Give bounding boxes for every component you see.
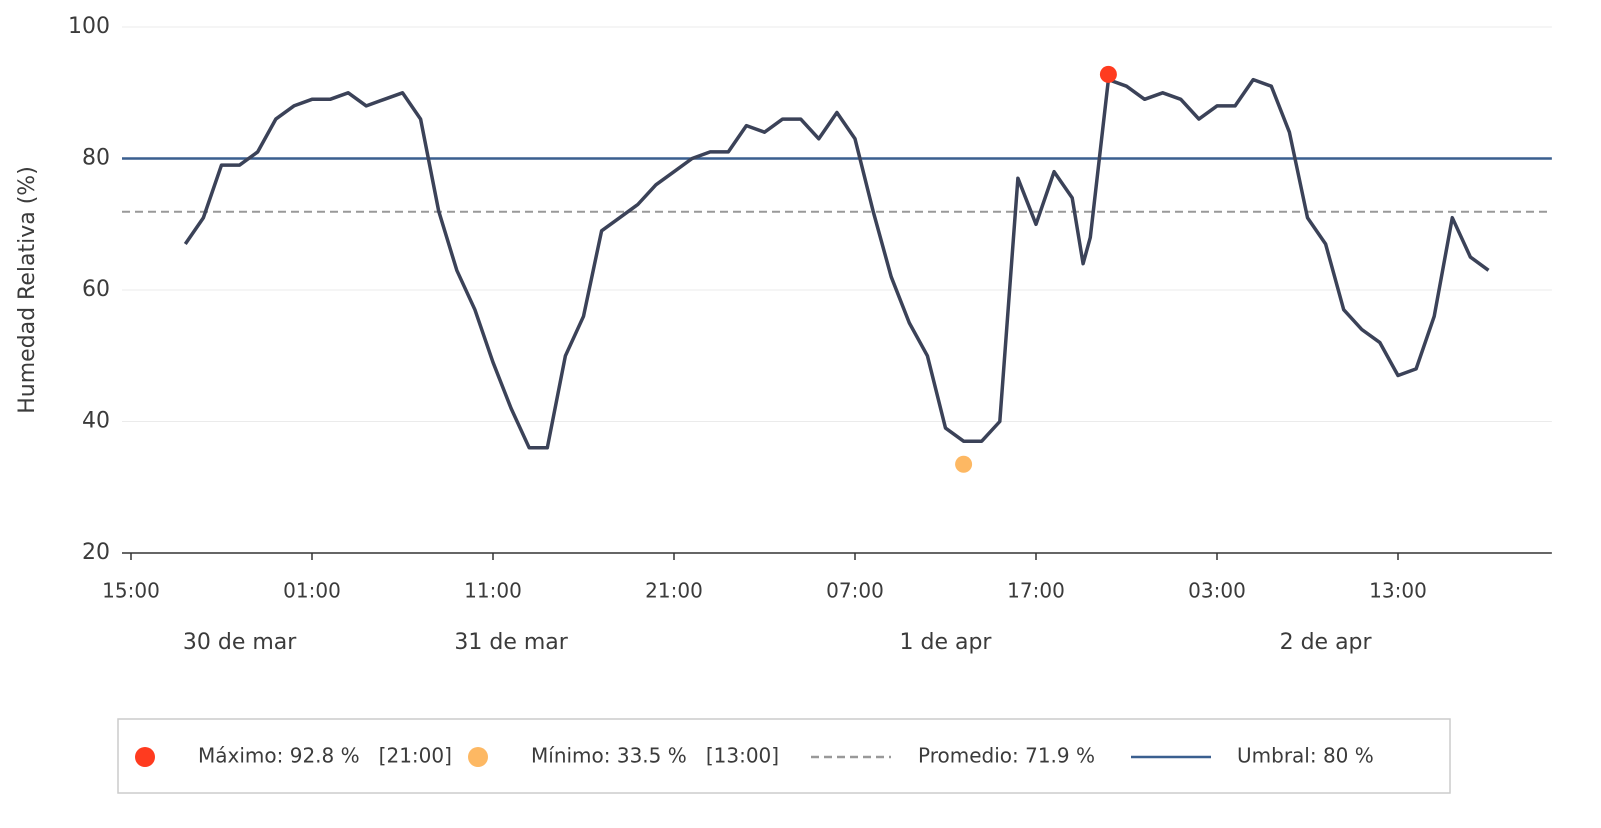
x-tick-label: 21:00 <box>645 579 703 603</box>
legend-label: Mínimo: 33.5 % [13:00] <box>531 744 779 768</box>
y-axis-label: Humedad Relativa (%) <box>15 166 40 414</box>
x-tick-label: 03:00 <box>1188 579 1246 603</box>
x-tick-label: 11:00 <box>464 579 522 603</box>
humidity-line <box>183 77 1490 450</box>
extreme-point <box>1099 65 1117 83</box>
y-tick-label: 80 <box>82 146 110 171</box>
y-tick-label: 100 <box>68 14 110 39</box>
legend-label: Máximo: 92.8 % [21:00] <box>198 744 452 768</box>
date-label: 30 de mar <box>183 630 297 655</box>
x-tick-label: 07:00 <box>826 579 884 603</box>
legend-symbol <box>135 747 155 767</box>
legend-label: Umbral: 80 % <box>1237 744 1374 768</box>
date-label: 31 de mar <box>454 630 568 655</box>
y-tick-label: 60 <box>82 277 110 302</box>
x-tick-label: 13:00 <box>1369 579 1427 603</box>
x-tick-label: 15:00 <box>102 579 160 603</box>
x-tick-label: 17:00 <box>1007 579 1065 603</box>
y-tick-label: 20 <box>82 540 110 565</box>
date-label: 1 de apr <box>900 630 993 655</box>
y-tick-label: 40 <box>82 409 110 434</box>
date-label: 2 de apr <box>1280 630 1373 655</box>
legend-box <box>117 718 1451 794</box>
extreme-point <box>955 455 973 473</box>
legend-label: Promedio: 71.9 % <box>918 744 1095 768</box>
legend-symbol <box>468 747 488 767</box>
x-tick-label: 01:00 <box>283 579 341 603</box>
